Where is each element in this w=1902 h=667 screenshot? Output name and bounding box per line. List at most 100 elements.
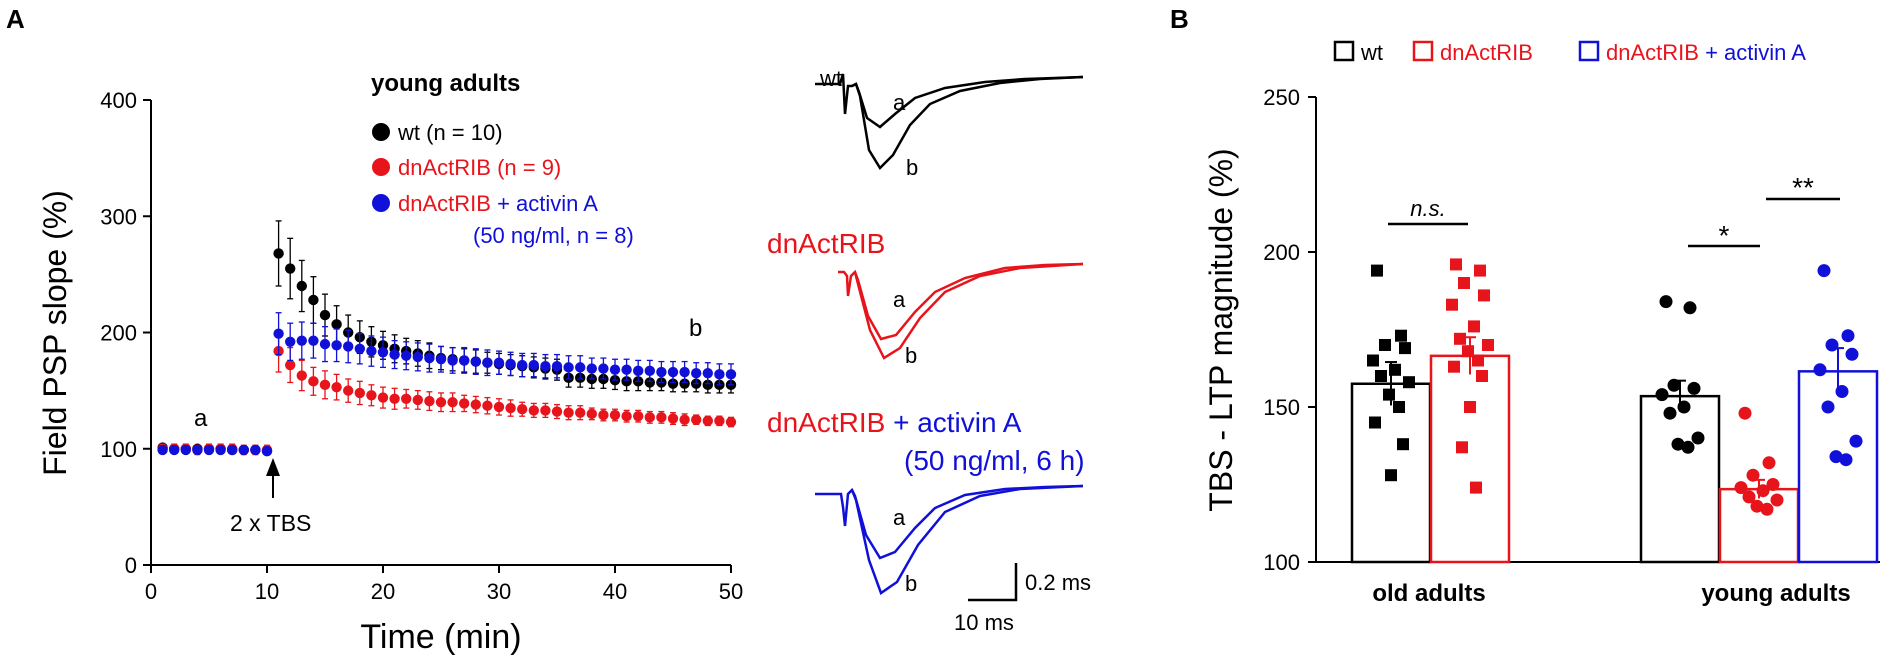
data-point bbox=[575, 362, 586, 373]
data-point bbox=[598, 409, 609, 421]
data-point bbox=[1845, 347, 1859, 361]
data-point bbox=[1762, 456, 1776, 470]
trace-wt-a bbox=[815, 73, 1084, 129]
data-point bbox=[296, 280, 307, 292]
data-point bbox=[273, 328, 284, 339]
data-point bbox=[1470, 481, 1482, 494]
legend-marker-wt bbox=[372, 123, 390, 141]
data-point bbox=[1738, 406, 1752, 420]
legend-b-dnactrib: dnActRIB bbox=[1440, 40, 1533, 65]
data-point bbox=[621, 411, 632, 422]
data-point bbox=[563, 407, 574, 418]
legend-b-box-dnactrib bbox=[1412, 40, 1434, 62]
trace-activin-label: dnActRIB + activin A bbox=[767, 407, 1022, 438]
x-tick-label: 50 bbox=[719, 579, 743, 604]
legend-b-box-wt bbox=[1333, 40, 1355, 62]
data-point bbox=[401, 350, 412, 361]
data-point bbox=[1770, 493, 1784, 507]
data-point bbox=[1367, 354, 1379, 367]
data-point bbox=[1399, 342, 1411, 355]
data-point bbox=[1687, 381, 1701, 395]
data-point bbox=[157, 444, 168, 456]
data-point bbox=[586, 408, 597, 420]
data-point bbox=[644, 412, 655, 423]
data-point bbox=[551, 361, 563, 372]
data-point bbox=[691, 367, 702, 379]
trace-wt-b-label: b bbox=[906, 155, 918, 180]
y-tick-label: 100 bbox=[100, 437, 137, 462]
data-point bbox=[667, 366, 679, 378]
data-point bbox=[679, 366, 690, 378]
data-point bbox=[1395, 329, 1407, 342]
legend-activin-conc: (50 ng/ml, n = 8) bbox=[473, 223, 634, 248]
data-point bbox=[180, 444, 191, 456]
data-point bbox=[203, 444, 215, 456]
data-point bbox=[1821, 400, 1835, 414]
data-point bbox=[459, 355, 470, 366]
data-point bbox=[331, 340, 342, 351]
annotation-b: b bbox=[689, 315, 702, 342]
panel-a-y-axis-label: Field PSP slope (%) bbox=[37, 190, 73, 476]
data-point bbox=[366, 345, 377, 357]
data-point bbox=[1379, 339, 1391, 351]
data-point bbox=[1403, 376, 1415, 389]
trace-wt-a-label: a bbox=[893, 90, 906, 115]
tbs-label: 2 x TBS bbox=[230, 510, 311, 536]
data-point bbox=[1458, 277, 1470, 289]
series-2 bbox=[157, 312, 737, 457]
data-point bbox=[1677, 400, 1691, 414]
y-tick-label: 200 bbox=[100, 321, 137, 346]
data-point bbox=[1683, 301, 1697, 315]
data-point bbox=[621, 364, 632, 375]
legend-marker-dnactrib bbox=[372, 158, 390, 176]
legend-wt: wt (n = 10) bbox=[397, 120, 503, 145]
data-point bbox=[1450, 258, 1462, 271]
data-point bbox=[691, 414, 702, 425]
data-point bbox=[215, 444, 226, 456]
x-tick-label: 40 bbox=[603, 579, 627, 604]
sig-label-ns: n.s. bbox=[1410, 196, 1445, 221]
data-point bbox=[1446, 298, 1458, 311]
data-point bbox=[1482, 339, 1494, 351]
data-point bbox=[1369, 416, 1381, 429]
data-point bbox=[482, 400, 493, 411]
data-point bbox=[517, 359, 528, 371]
data-point bbox=[609, 409, 621, 421]
data-point bbox=[447, 397, 458, 408]
data-point bbox=[540, 405, 551, 416]
data-point bbox=[1742, 490, 1756, 504]
data-point bbox=[1472, 354, 1484, 367]
data-point bbox=[493, 357, 505, 368]
bar-group-4 bbox=[1797, 264, 1879, 564]
bar bbox=[1639, 394, 1721, 564]
data-point bbox=[714, 369, 725, 380]
data-point bbox=[702, 379, 713, 391]
sig-label-1: * bbox=[1719, 220, 1730, 251]
data-point bbox=[1839, 453, 1853, 467]
legend-title: young adults bbox=[371, 70, 520, 97]
data-point bbox=[1659, 295, 1673, 309]
data-point bbox=[1385, 469, 1397, 482]
data-point bbox=[1746, 468, 1760, 482]
trace-activin-a-label: a bbox=[893, 505, 906, 530]
x-tick-label: 0 bbox=[145, 579, 157, 604]
trace-activin-a bbox=[815, 484, 1084, 560]
data-point bbox=[505, 358, 516, 370]
panel-b-y-axis-label: TBS - LTP magnitude (%) bbox=[1203, 148, 1239, 511]
trace-dn-b-label: b bbox=[905, 343, 917, 368]
data-point bbox=[1663, 406, 1677, 420]
data-point bbox=[493, 401, 505, 413]
data-point bbox=[470, 399, 481, 410]
data-point bbox=[1464, 401, 1476, 413]
data-point bbox=[1681, 440, 1695, 454]
data-point bbox=[1397, 438, 1409, 451]
data-point bbox=[377, 347, 389, 358]
y-tick-label: 0 bbox=[125, 553, 137, 578]
data-point bbox=[285, 359, 296, 371]
panel-b-y-ticks: 100 150 200 250 bbox=[1263, 85, 1316, 575]
legend-activin: dnActRIB + activin A bbox=[398, 191, 598, 216]
data-point bbox=[517, 404, 528, 415]
y-tick-label: 400 bbox=[100, 88, 137, 113]
annotation-a: a bbox=[194, 405, 208, 432]
data-point bbox=[389, 393, 400, 404]
